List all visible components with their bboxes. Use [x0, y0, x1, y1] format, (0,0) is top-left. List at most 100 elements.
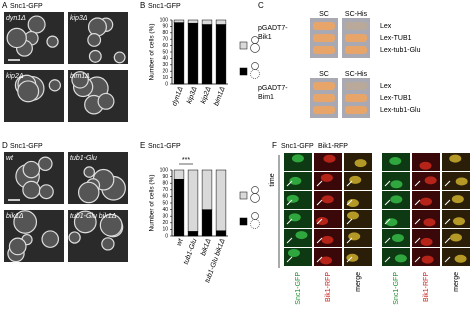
- y-tick-label: 40: [162, 56, 168, 62]
- image-label: dyn1Δ: [6, 15, 26, 22]
- y-axis-label: Number of cells (%): [149, 174, 156, 231]
- chart-title: Snc1-GFP: [148, 143, 181, 150]
- arrow: [444, 237, 451, 244]
- cell: [17, 80, 40, 103]
- bar-segment: [215, 24, 227, 85]
- signal: [348, 232, 361, 241]
- bait-label: pGADT7-: [258, 25, 288, 32]
- colony: [313, 106, 335, 114]
- image-label: bik1Δ: [6, 213, 24, 220]
- signal: [424, 176, 437, 185]
- signal: [455, 177, 468, 186]
- media-label: SC-His: [345, 11, 368, 18]
- media-label: SC: [319, 11, 329, 18]
- strain-label: Lex-tub1-Glu: [380, 47, 421, 54]
- bar-segment: [173, 178, 185, 237]
- cell: [27, 15, 46, 34]
- x-tick-label: kip2Δ: [200, 86, 213, 105]
- signal: [419, 161, 432, 170]
- legend-swatch: [239, 67, 248, 76]
- cell: [88, 49, 102, 63]
- time-label: time: [269, 173, 276, 186]
- cell: [8, 237, 27, 256]
- y-tick-label: 20: [162, 69, 168, 75]
- panel-letter: A: [2, 1, 8, 10]
- frame: [344, 210, 372, 228]
- cell: [38, 156, 53, 172]
- arrow: [286, 256, 293, 263]
- signal: [321, 195, 334, 204]
- y-axis-label: Number of cells (%): [149, 23, 156, 80]
- signal: [291, 154, 304, 163]
- y-tick-label: 10: [162, 75, 168, 81]
- y-tick-label: 90: [162, 24, 168, 30]
- y-tick-label: 60: [162, 43, 168, 49]
- media-label: SC-His: [345, 71, 368, 78]
- arrow: [414, 180, 421, 187]
- bar-segment: [215, 169, 227, 231]
- arrow: [414, 256, 421, 263]
- media-label: SC: [319, 71, 329, 78]
- signal: [316, 217, 329, 226]
- arrow: [384, 218, 391, 225]
- cell: [13, 210, 38, 234]
- x-tick-label: tub1-Glu: [183, 238, 199, 266]
- arrow: [444, 256, 451, 263]
- bar-segment: [201, 19, 213, 25]
- signal: [450, 233, 463, 242]
- y-tick-label: 70: [162, 37, 168, 43]
- arrow: [316, 199, 323, 206]
- x-tick-label: bik1Δ: [200, 238, 213, 257]
- signal: [320, 173, 333, 182]
- panel-letter: D: [2, 141, 8, 150]
- column-label: Bik1-RFP: [423, 272, 430, 302]
- signal: [289, 176, 302, 185]
- x-tick-label: dyn1Δ: [171, 86, 184, 107]
- legend-icon: [250, 43, 260, 53]
- cell: [97, 92, 115, 110]
- arrow: [444, 218, 451, 225]
- colony: [345, 46, 367, 54]
- y-tick-label: 0: [165, 233, 168, 239]
- arrow: [286, 180, 293, 187]
- y-tick-label: 100: [160, 167, 169, 173]
- image-label: tub1-Glu: [70, 155, 97, 162]
- cell: [48, 79, 61, 92]
- colony: [345, 82, 367, 90]
- y-tick-label: 80: [162, 30, 168, 36]
- y-tick-label: 0: [165, 81, 168, 87]
- image-label: tub1-Glu bik1Δ: [70, 213, 117, 220]
- strain-label: Lex-TUB1: [380, 35, 412, 42]
- colony: [313, 46, 335, 54]
- bar-segment: [173, 19, 185, 23]
- panel-title: Snc1-GFP: [281, 143, 314, 150]
- legend-icon: [250, 219, 260, 229]
- signal: [391, 233, 404, 242]
- y-tick-label: 20: [162, 220, 168, 226]
- signal: [286, 194, 299, 203]
- arrow: [414, 218, 421, 225]
- bar-segment: [173, 22, 185, 85]
- cell: [73, 210, 97, 234]
- legend-icon: [250, 69, 260, 79]
- signal: [394, 254, 407, 263]
- panel-title: Bik1-RFP: [318, 143, 348, 150]
- bar-segment: [187, 22, 199, 85]
- cell: [38, 184, 54, 200]
- y-tick-label: 30: [162, 62, 168, 68]
- signal: [449, 154, 462, 163]
- x-tick-label: kip3Δ: [186, 86, 199, 105]
- cell: [71, 71, 89, 89]
- signal: [346, 199, 359, 208]
- cell: [83, 166, 96, 178]
- arrow: [316, 180, 323, 187]
- arrow: [346, 180, 353, 187]
- arrow: [316, 256, 323, 263]
- cell: [99, 213, 123, 237]
- signal: [451, 195, 464, 204]
- bar-segment: [187, 231, 199, 237]
- column-label: Snc1-GFP: [295, 272, 302, 305]
- cell: [46, 35, 59, 48]
- arrow: [286, 237, 293, 244]
- bar-segment: [201, 169, 213, 210]
